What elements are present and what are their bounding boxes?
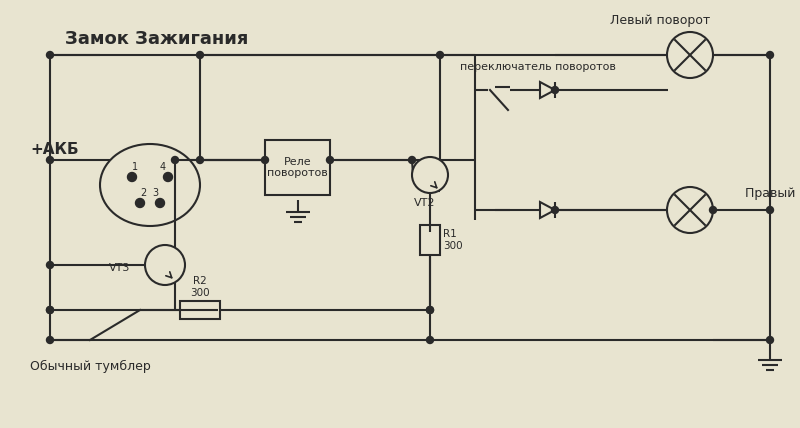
Circle shape <box>197 51 203 59</box>
Polygon shape <box>540 82 555 98</box>
Text: +АКБ: +АКБ <box>30 142 78 157</box>
Circle shape <box>437 51 443 59</box>
Text: Левый поворот: Левый поворот <box>610 14 710 27</box>
Circle shape <box>409 157 415 163</box>
Circle shape <box>551 86 558 93</box>
Circle shape <box>426 336 434 344</box>
Circle shape <box>171 157 178 163</box>
Circle shape <box>46 336 54 344</box>
Text: Реле
поворотов: Реле поворотов <box>267 157 328 178</box>
Circle shape <box>127 172 137 181</box>
Circle shape <box>710 206 717 214</box>
Circle shape <box>46 306 54 313</box>
Text: Правый поворот: Правый поворот <box>745 187 800 200</box>
Circle shape <box>163 172 173 181</box>
Circle shape <box>46 157 54 163</box>
Circle shape <box>426 306 434 313</box>
Text: VT2: VT2 <box>414 198 436 208</box>
Circle shape <box>412 157 448 193</box>
Text: Замок Зажигания: Замок Зажигания <box>65 30 248 48</box>
Circle shape <box>667 187 713 233</box>
Circle shape <box>145 245 185 285</box>
Circle shape <box>262 157 269 163</box>
Text: 3: 3 <box>152 188 158 198</box>
Circle shape <box>326 157 334 163</box>
Text: Обычный тумблер: Обычный тумблер <box>30 360 150 373</box>
Circle shape <box>551 206 558 214</box>
Circle shape <box>197 157 203 163</box>
Text: 2: 2 <box>140 188 146 198</box>
Circle shape <box>766 51 774 59</box>
Ellipse shape <box>100 144 200 226</box>
Circle shape <box>766 206 774 214</box>
Text: R2
300: R2 300 <box>190 276 210 298</box>
Circle shape <box>135 199 145 208</box>
Circle shape <box>155 199 165 208</box>
Text: переключатель поворотов: переключатель поворотов <box>460 62 616 72</box>
Text: 4: 4 <box>160 162 166 172</box>
Bar <box>265 140 330 195</box>
Bar <box>136 149 164 165</box>
Bar <box>420 225 440 255</box>
Text: 1: 1 <box>132 162 138 172</box>
Bar <box>180 301 220 319</box>
Text: VT3: VT3 <box>109 263 130 273</box>
Circle shape <box>46 51 54 59</box>
Circle shape <box>46 306 54 313</box>
Circle shape <box>46 262 54 268</box>
Text: R1
300: R1 300 <box>443 229 462 251</box>
Polygon shape <box>540 202 555 218</box>
Circle shape <box>766 336 774 344</box>
Circle shape <box>426 306 434 313</box>
Circle shape <box>667 32 713 78</box>
